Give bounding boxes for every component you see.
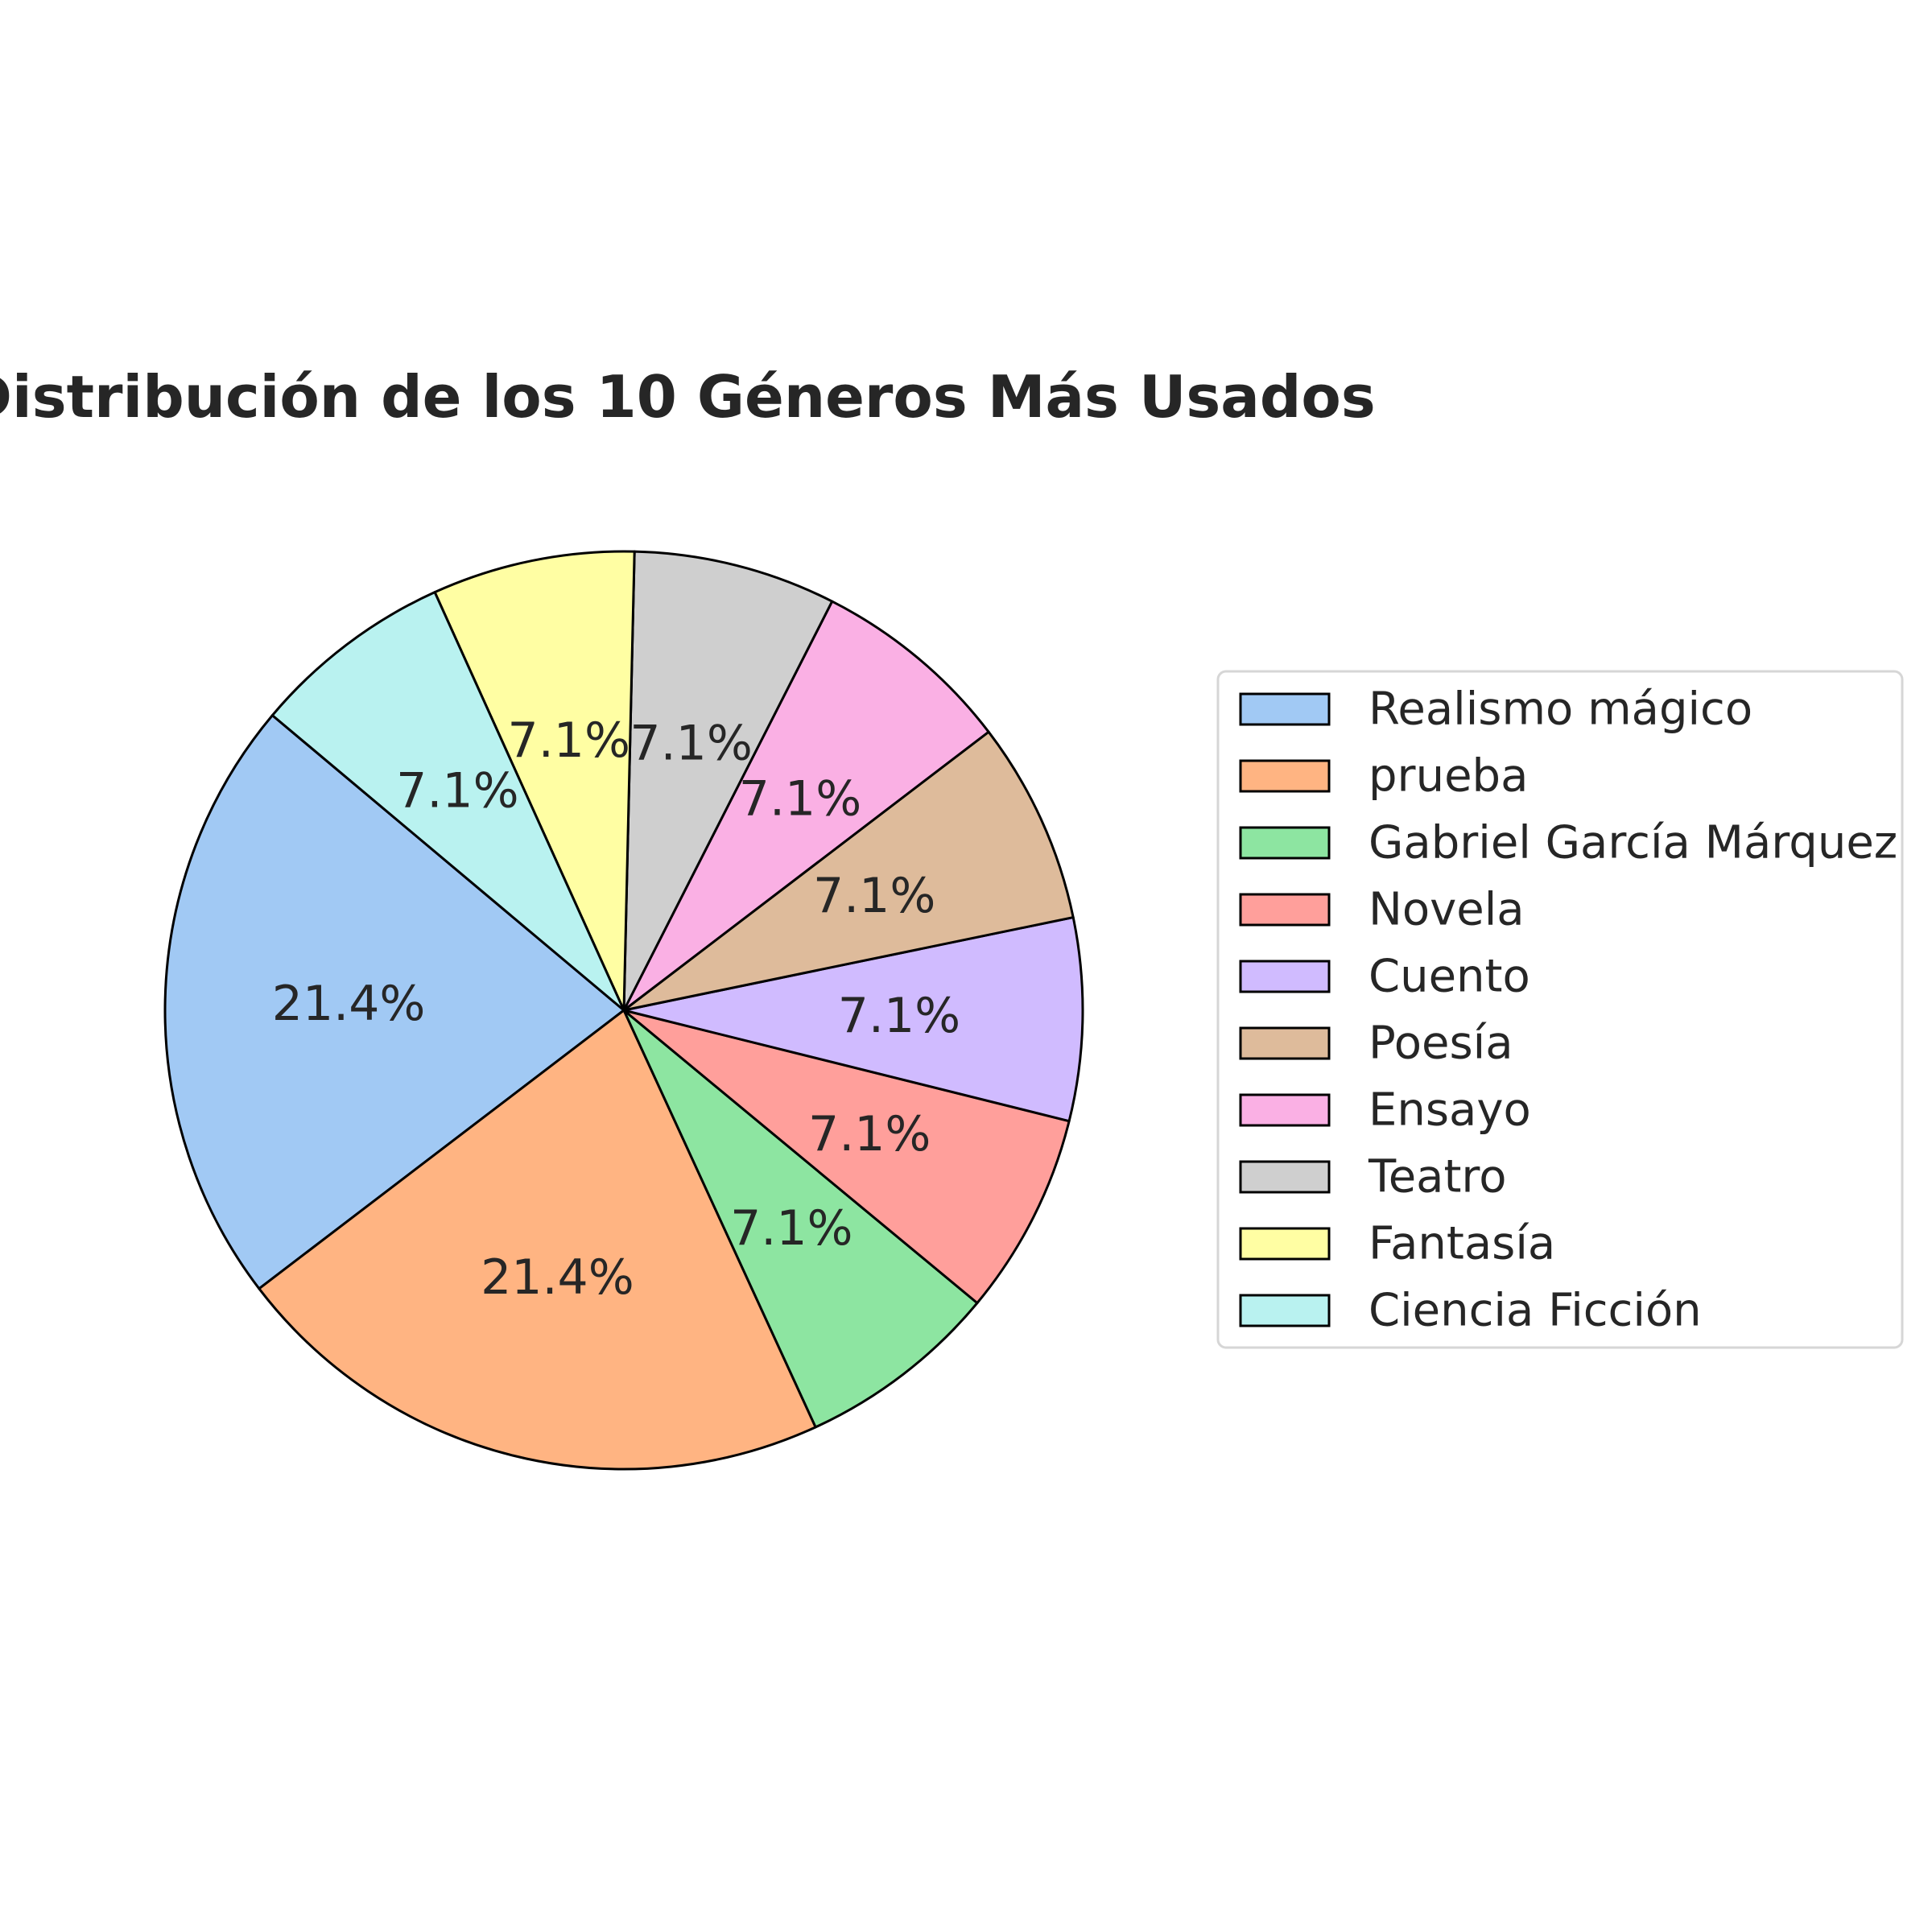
slice-poesia bbox=[622, 730, 1075, 1012]
legend-label-fantasia: Fantasía bbox=[1368, 1218, 1555, 1270]
pct-label-ciencia-ficcion: 7.1% bbox=[396, 762, 518, 819]
legend-swatch-cuento bbox=[1239, 960, 1331, 993]
pct-label-prueba: 21.4% bbox=[481, 1249, 634, 1306]
legend-label-cuento: Cuento bbox=[1368, 951, 1530, 1003]
legend-label-novela: Novela bbox=[1368, 884, 1525, 936]
legend-swatch-novela bbox=[1239, 893, 1331, 927]
legend-frame bbox=[1216, 670, 1904, 1349]
legend-label-ciencia-ficcion: Ciencia Ficción bbox=[1368, 1285, 1702, 1337]
slice-novela bbox=[622, 1009, 1071, 1305]
slice-realismo-magico bbox=[163, 714, 625, 1290]
slice-teatro bbox=[622, 550, 834, 1012]
pct-label-cuento: 7.1% bbox=[838, 988, 960, 1044]
legend-label-prueba: prueba bbox=[1368, 750, 1528, 803]
slice-fantasia bbox=[433, 550, 636, 1012]
percentage-labels: 21.4%21.4%7.1%7.1%7.1%7.1%7.1%7.1%7.1%7.… bbox=[272, 712, 960, 1306]
pct-label-teatro: 7.1% bbox=[630, 715, 752, 771]
legend-swatch-fantasia bbox=[1239, 1227, 1331, 1261]
pct-label-novela: 7.1% bbox=[808, 1106, 931, 1162]
pct-label-gabriel-garcia-marquez: 7.1% bbox=[730, 1200, 852, 1257]
chart-title: Distribución de los 10 Géneros Más Usado… bbox=[0, 363, 1376, 431]
legend-label-ensayo: Ensayo bbox=[1368, 1084, 1531, 1137]
pct-label-realismo-magico: 21.4% bbox=[272, 976, 426, 1032]
pct-label-ensayo: 7.1% bbox=[739, 770, 861, 827]
legend-label-realismo-magico: Realismo mágico bbox=[1368, 683, 1752, 736]
legend-swatch-realismo-magico bbox=[1239, 692, 1331, 726]
slice-gabriel-garcia-marquez bbox=[622, 1009, 979, 1429]
legend-swatch-prueba bbox=[1239, 759, 1331, 793]
slice-ciencia-ficcion bbox=[270, 591, 625, 1012]
pie-slices bbox=[163, 550, 1084, 1471]
legend-label-gabriel-garcia-marquez: Gabriel García Márquez bbox=[1368, 817, 1897, 869]
legend: Realismo mágico prueba Gabriel García Márq… bbox=[1216, 670, 1904, 1349]
legend-swatch-ensayo bbox=[1239, 1093, 1331, 1127]
legend-swatch-gabriel-garcia-marquez bbox=[1239, 826, 1331, 860]
legend-swatch-poesia bbox=[1239, 1026, 1331, 1060]
pct-label-fantasia: 7.1% bbox=[508, 712, 630, 769]
legend-swatch-teatro bbox=[1239, 1160, 1331, 1194]
slice-cuento bbox=[622, 916, 1084, 1123]
pct-label-poesia: 7.1% bbox=[813, 868, 935, 924]
legend-swatch-ciencia-ficcion bbox=[1239, 1294, 1331, 1327]
slice-ensayo bbox=[622, 600, 990, 1012]
legend-label-poesia: Poesía bbox=[1368, 1018, 1513, 1070]
legend-label-teatro: Teatro bbox=[1368, 1151, 1506, 1203]
